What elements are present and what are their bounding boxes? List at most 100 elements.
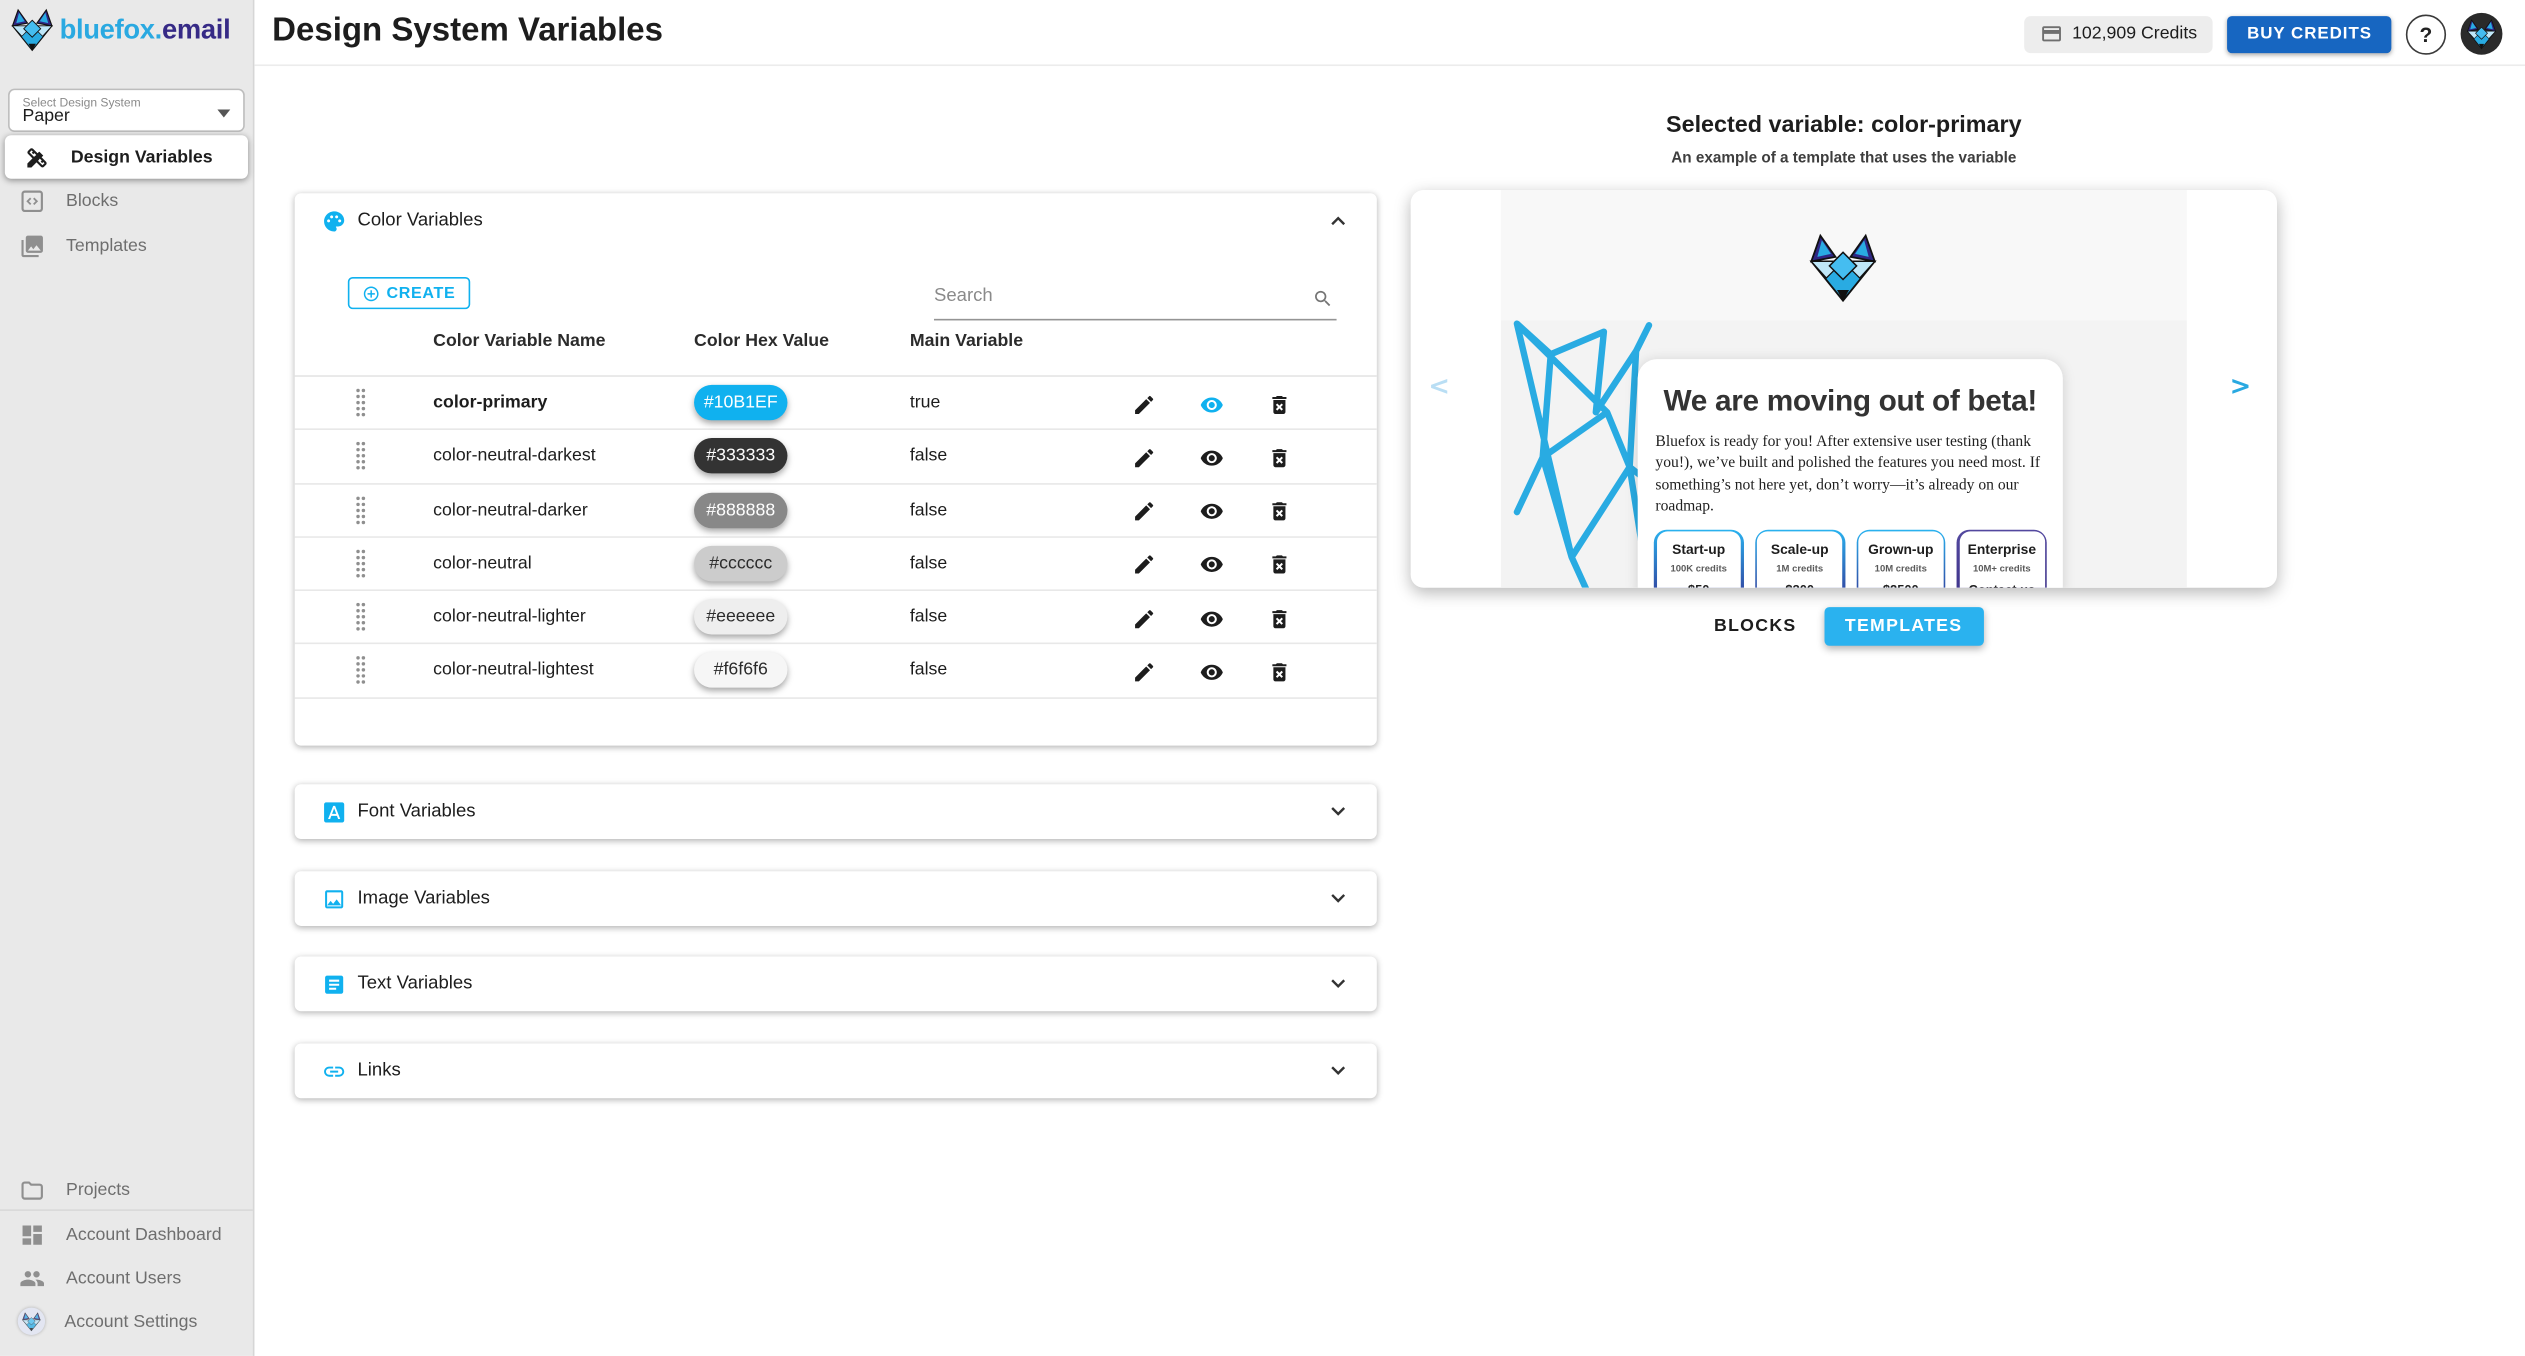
plan-credits: 1M credits — [1776, 564, 1824, 575]
hex-value-chip: #eeeeee — [694, 599, 788, 635]
pencil-icon — [1134, 395, 1153, 414]
delete-button[interactable] — [1261, 547, 1296, 582]
carousel-next-arrow[interactable]: > — [2229, 370, 2252, 401]
sidebar-item-blocks[interactable]: Blocks — [0, 179, 254, 222]
preview-button[interactable] — [1193, 386, 1228, 421]
account-avatar-icon — [17, 1307, 46, 1335]
folder-icon — [21, 1180, 43, 1199]
delete-button[interactable] — [1261, 655, 1296, 690]
blocks-tab[interactable]: BLOCKS — [1704, 609, 1806, 644]
pencil-icon — [1134, 609, 1153, 628]
delete-button[interactable] — [1261, 601, 1296, 636]
table-row: color-neutral #cccccc false — [294, 538, 1377, 592]
trash-icon — [1271, 448, 1286, 467]
drag-handle-icon[interactable] — [353, 386, 369, 418]
drag-handle-icon[interactable] — [353, 494, 369, 526]
sidebar-item-label: Account Settings — [64, 1311, 198, 1331]
chevron-down-icon[interactable] — [1329, 802, 1348, 821]
preview-button[interactable] — [1193, 547, 1228, 582]
sidebar-item-projects[interactable]: Projects — [0, 1167, 254, 1210]
edit-button[interactable] — [1126, 386, 1161, 421]
pencil-icon — [1134, 448, 1153, 467]
credit-card-icon — [2041, 26, 2061, 42]
sidebar-item-label: Projects — [66, 1179, 131, 1199]
plan-price: $300 — [1760, 583, 1839, 588]
chevron-down-icon[interactable] — [1329, 889, 1348, 908]
sidebar-item-account-users[interactable]: Account Users — [0, 1256, 254, 1299]
templates-icon — [21, 234, 43, 257]
sidebar: bluefox.email Select Design System Paper… — [0, 0, 255, 1356]
drag-handle-icon[interactable] — [353, 655, 369, 687]
templates-tab[interactable]: TEMPLATES — [1823, 607, 1984, 646]
top-header: Design System Variables 102,909 Credits … — [254, 0, 2525, 67]
variable-name: color-neutral-darkest — [433, 446, 596, 466]
sidebar-item-account-dashboard[interactable]: Account Dashboard — [0, 1213, 254, 1256]
chevron-down-icon[interactable] — [1329, 974, 1348, 993]
user-avatar[interactable] — [2460, 12, 2503, 55]
variable-name: color-neutral-lighter — [433, 607, 586, 627]
bluefox-logo-icon — [11, 9, 53, 51]
font-variables-header[interactable]: Font Variables — [295, 784, 1377, 839]
wordmark: bluefox.email — [59, 14, 231, 46]
delete-button[interactable] — [1261, 386, 1296, 421]
credits-chip[interactable]: 102,909 Credits — [2023, 15, 2214, 53]
create-button[interactable]: CREATE — [347, 276, 470, 310]
table-row: color-neutral-darkest #333333 false — [294, 430, 1377, 485]
edit-button[interactable] — [1126, 655, 1161, 690]
preview-button[interactable] — [1193, 440, 1228, 475]
design-system-select[interactable]: Select Design System Paper — [8, 88, 245, 133]
text-document-icon — [325, 974, 344, 993]
selected-variable-heading: Selected variable: color-primary — [1666, 112, 2022, 139]
drag-handle-icon[interactable] — [353, 440, 369, 472]
edit-button[interactable] — [1126, 440, 1161, 475]
edit-button[interactable] — [1126, 494, 1161, 529]
credits-count: 102,909 Credits — [2072, 24, 2198, 44]
carousel-prev-arrow[interactable]: < — [1428, 370, 1450, 401]
drag-handle-icon[interactable] — [353, 601, 369, 633]
preview-button[interactable] — [1193, 601, 1228, 636]
drag-handle-icon[interactable] — [353, 547, 369, 579]
column-header-hex: Color Hex Value — [694, 331, 829, 352]
help-button[interactable]: ? — [2405, 13, 2447, 54]
color-variables-header[interactable]: Color Variables — [295, 193, 1377, 248]
plan-credits: 100K credits — [1670, 564, 1727, 575]
hex-value-chip: #888888 — [694, 492, 788, 528]
panel-title: Font Variables — [357, 801, 476, 822]
image-variables-header[interactable]: Image Variables — [295, 871, 1377, 926]
plan-price: Contact us — [1963, 583, 2042, 588]
preview-mode-toggle: BLOCKS TEMPLATES — [1411, 607, 2277, 646]
app-logo[interactable]: bluefox.email — [10, 8, 231, 53]
search-icon — [1315, 290, 1331, 307]
preview-button[interactable] — [1193, 655, 1228, 690]
table-row: color-neutral-darker #888888 false — [294, 484, 1377, 538]
palette-icon — [324, 210, 345, 231]
page-title: Design System Variables — [272, 11, 664, 49]
pricing-plan-card: Start-up 100K credits $50 — [1653, 528, 1744, 588]
sidebar-item-templates[interactable]: Templates — [0, 224, 254, 267]
select-label: Select Design System — [22, 95, 141, 110]
delete-button[interactable] — [1261, 440, 1296, 475]
fox-line-art — [1513, 320, 1678, 588]
email-body-text: Bluefox is ready for you! After extensiv… — [1655, 433, 2041, 516]
panel-title: Text Variables — [357, 974, 473, 994]
eye-icon — [1199, 557, 1223, 573]
links-header[interactable]: Links — [295, 1043, 1377, 1098]
edit-button[interactable] — [1126, 547, 1161, 582]
sidebar-item-design-variables[interactable]: Design Variables — [4, 135, 248, 179]
chevron-up-icon[interactable] — [1329, 211, 1348, 230]
text-variables-header[interactable]: Text Variables — [295, 957, 1377, 1012]
color-variables-table: color-primary #10B1EF true color-neutral… — [294, 375, 1377, 699]
buy-credits-button[interactable]: BUY CREDITS — [2227, 15, 2392, 53]
sidebar-divider — [0, 1209, 253, 1211]
image-variables-panel: Image Variables — [294, 871, 1377, 926]
sidebar-item-account-settings[interactable]: Account Settings — [0, 1300, 254, 1343]
search-input[interactable] — [933, 278, 1297, 311]
delete-button[interactable] — [1261, 494, 1296, 529]
preview-button[interactable] — [1193, 494, 1228, 529]
variable-name: color-neutral-lightest — [433, 661, 594, 681]
pencil-icon — [1134, 502, 1153, 521]
edit-button[interactable] — [1126, 601, 1161, 636]
sidebar-item-label: Account Dashboard — [66, 1224, 222, 1244]
chevron-down-icon[interactable] — [1329, 1061, 1348, 1080]
